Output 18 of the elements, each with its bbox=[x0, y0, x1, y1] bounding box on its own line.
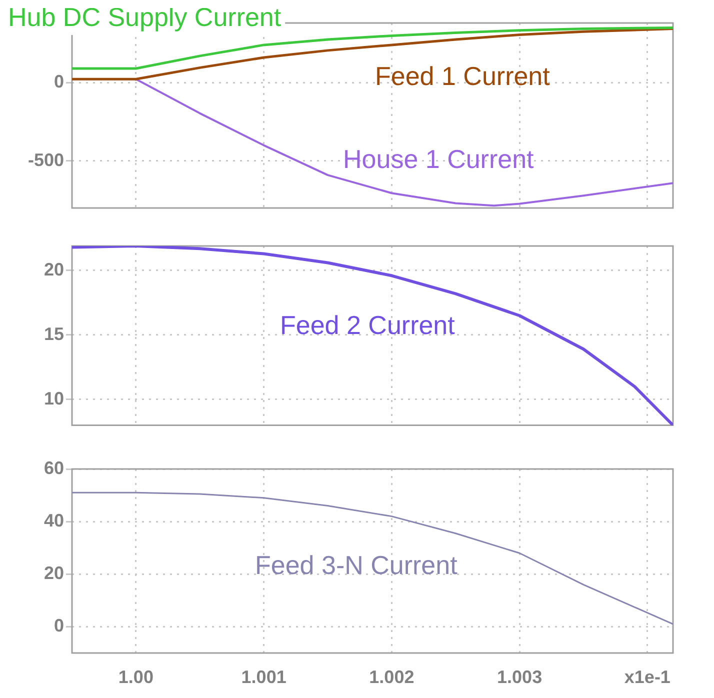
y-tick-label: 0 bbox=[54, 72, 64, 92]
y-tick-label: 10 bbox=[44, 388, 64, 408]
y-tick-label: 40 bbox=[44, 510, 64, 531]
y-tick-label: 15 bbox=[44, 324, 64, 344]
y-tick-label: 0 bbox=[54, 616, 64, 636]
series-label: Feed 1 Current bbox=[375, 61, 551, 92]
x-tick-label: 1.002 bbox=[369, 666, 414, 687]
y-tick-label: 60 bbox=[44, 458, 64, 478]
y-tick-label: -500 bbox=[28, 150, 64, 170]
series-label: House 1 Current bbox=[343, 144, 535, 174]
y-tick-label: 20 bbox=[44, 563, 64, 584]
x-tick-label: 1.003 bbox=[497, 666, 542, 687]
x-tick-label: 1.00 bbox=[118, 666, 154, 687]
x-tick-label: 1.001 bbox=[241, 666, 286, 687]
series-label: Feed 2 Current bbox=[280, 310, 456, 340]
series-label: Feed 3-N Current bbox=[255, 550, 458, 580]
x-tick-label: x1e-1 bbox=[624, 666, 670, 687]
y-tick-label: 20 bbox=[44, 259, 64, 280]
